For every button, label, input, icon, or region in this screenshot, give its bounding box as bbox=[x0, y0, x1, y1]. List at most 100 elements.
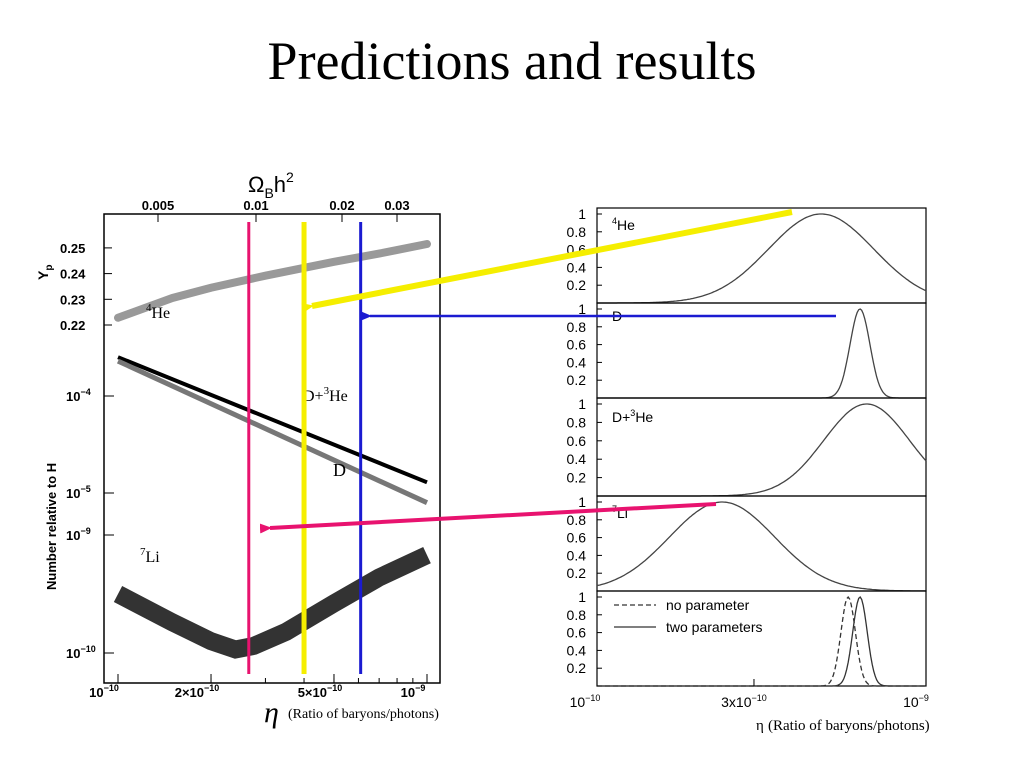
right-y-tick-label: 0.4 bbox=[567, 259, 587, 275]
right-eta-symbol: η bbox=[756, 718, 764, 734]
connection-arrows bbox=[259, 209, 836, 534]
right-subplot-label: D+3He bbox=[612, 408, 653, 425]
tick-exponent: −4 bbox=[80, 387, 90, 397]
right-y-tick-label: 0.2 bbox=[567, 470, 587, 486]
right-y-tick-label: 1 bbox=[578, 206, 586, 222]
tick-exponent: −5 bbox=[80, 484, 90, 494]
abundance-tick-label: 10−10 bbox=[66, 644, 96, 661]
he4-curve bbox=[114, 240, 431, 322]
legend: no parameter two parameters bbox=[614, 597, 762, 635]
dhe3-curve bbox=[117, 355, 428, 485]
tick-exponent: −10 bbox=[585, 693, 600, 703]
right-y-tick-label: 0.4 bbox=[567, 642, 587, 658]
tick-exponent: −9 bbox=[415, 683, 425, 693]
top-tick-label: 0.03 bbox=[384, 198, 409, 213]
right-subplot-label: 4He bbox=[612, 216, 635, 233]
yp-tick-label: 0.24 bbox=[60, 267, 86, 282]
tick-base: 10 bbox=[89, 685, 103, 700]
right-y-tick-label: 1 bbox=[578, 589, 586, 605]
right-y-tick-label: 1 bbox=[578, 301, 586, 317]
deuterium-curve bbox=[116, 358, 429, 505]
likelihood-curve bbox=[597, 308, 926, 399]
top-axis-title: ΩBh2 bbox=[248, 169, 294, 201]
right-subplot-frame bbox=[596, 495, 927, 592]
d-label: D bbox=[333, 460, 346, 480]
tick-base: 10 bbox=[903, 694, 919, 710]
yp-tick-label: 0.23 bbox=[60, 292, 85, 307]
right-x-tick-label: 10−10 bbox=[570, 693, 601, 710]
tick-exponent: −9 bbox=[80, 526, 90, 536]
yp-tick-label: 0.25 bbox=[60, 241, 85, 256]
left-chart-panel: ΩBh2 0.25 0.24 0.23 0.22 Yp Number relative… bbox=[35, 169, 441, 729]
tick-base: 10 bbox=[66, 389, 80, 404]
right-y-tick-label: 0.4 bbox=[567, 451, 587, 467]
tick-base: 5×10 bbox=[298, 685, 327, 700]
tick-base: 10 bbox=[66, 646, 80, 661]
left-x-axis-label: (Ratio of baryons/photons) bbox=[288, 707, 439, 722]
label-text: He bbox=[617, 217, 635, 233]
legend-label: two parameters bbox=[666, 619, 762, 635]
label-sup: 4 bbox=[612, 216, 617, 226]
abundance-tick-label: 10−9 bbox=[66, 526, 91, 543]
arrow-yellow bbox=[301, 209, 793, 313]
bottom-tick-label: 10−10 bbox=[89, 683, 119, 700]
right-subplot-label: 7Li bbox=[612, 504, 628, 521]
right-y-tick-label: 0.2 bbox=[567, 660, 587, 676]
right-y-tick-label: 0.8 bbox=[567, 319, 587, 335]
right-x-tick-label: 10−9 bbox=[903, 693, 929, 710]
left-plot-frame bbox=[103, 213, 441, 684]
tick-base: 10 bbox=[401, 685, 415, 700]
he4-label: 4He bbox=[146, 302, 170, 322]
right-y-tick-label: 0.6 bbox=[567, 625, 587, 641]
right-y-tick-label: 0.6 bbox=[567, 530, 587, 546]
tick-base: 10 bbox=[66, 528, 80, 543]
right-y-tick-label: 0.8 bbox=[567, 607, 587, 623]
likelihood-curve bbox=[596, 501, 927, 592]
li7-curve bbox=[113, 546, 431, 659]
tick-exponent: −10 bbox=[327, 683, 342, 693]
right-y-tick-label: 1 bbox=[578, 494, 586, 510]
top-axis-ticks: 0.005 0.01 0.02 0.03 bbox=[142, 198, 410, 222]
label-sup: 3 bbox=[630, 408, 635, 418]
right-subplot: 1 0.8 0.6 0.4 0.2 D+3He bbox=[567, 396, 927, 497]
dhe3-label: D+3He bbox=[303, 385, 348, 405]
bottom-tick-label: 2×10−10 bbox=[175, 683, 220, 700]
top-tick-label: 0.02 bbox=[329, 198, 354, 213]
tick-base: 10 bbox=[66, 486, 80, 501]
label-b: He bbox=[635, 409, 653, 425]
right-x-tick-label: 3x10−10 bbox=[721, 693, 767, 710]
right-y-tick-label: 0.8 bbox=[567, 512, 587, 528]
right-y-tick-label: 0.2 bbox=[567, 565, 587, 581]
li7-label: 7Li bbox=[140, 546, 160, 566]
right-x-axis-label: (Ratio of baryons/photons) bbox=[768, 718, 930, 734]
legend-label: no parameter bbox=[666, 597, 750, 613]
right-y-tick-label: 1 bbox=[578, 396, 586, 412]
page-title: Predictions and results bbox=[267, 31, 757, 91]
right-chart-panel: 10.80.60.40.24He10.80.60.40.2D10.80.60.4… bbox=[567, 206, 930, 734]
yp-tick-label: 0.22 bbox=[60, 318, 85, 333]
tick-exponent: −10 bbox=[204, 683, 219, 693]
top-tick-label: 0.005 bbox=[142, 198, 175, 213]
right-y-tick-label: 0.4 bbox=[567, 354, 587, 370]
label-a: D+ bbox=[612, 409, 630, 425]
tick-exponent: −10 bbox=[80, 644, 95, 654]
left-eta-symbol: η bbox=[264, 696, 279, 729]
right-y-tick-label: 0.6 bbox=[567, 433, 587, 449]
arrow-magenta bbox=[259, 502, 717, 534]
tick-exponent: −10 bbox=[752, 693, 767, 703]
tick-exponent: −10 bbox=[104, 683, 119, 693]
tick-base: 3x10 bbox=[721, 694, 752, 710]
right-y-tick-label: 0.6 bbox=[567, 337, 587, 353]
right-y-tick-label: 0.8 bbox=[567, 224, 587, 240]
abundance-axis-label: Number relative to H bbox=[44, 463, 59, 590]
right-subplot: 1 0.8 0.60.4 0.2 no parameter two parameters bbox=[567, 589, 927, 687]
tick-exponent: −9 bbox=[919, 693, 929, 703]
abundance-tick-label: 10−5 bbox=[66, 484, 91, 501]
right-y-tick-label: 0.4 bbox=[567, 547, 587, 563]
right-y-tick-label: 0.8 bbox=[567, 414, 587, 430]
bottom-tick-label: 5×10−10 bbox=[298, 683, 343, 700]
top-tick-label: 0.01 bbox=[243, 198, 268, 213]
tick-base: 2×10 bbox=[175, 685, 204, 700]
label-text: Li bbox=[617, 505, 628, 521]
